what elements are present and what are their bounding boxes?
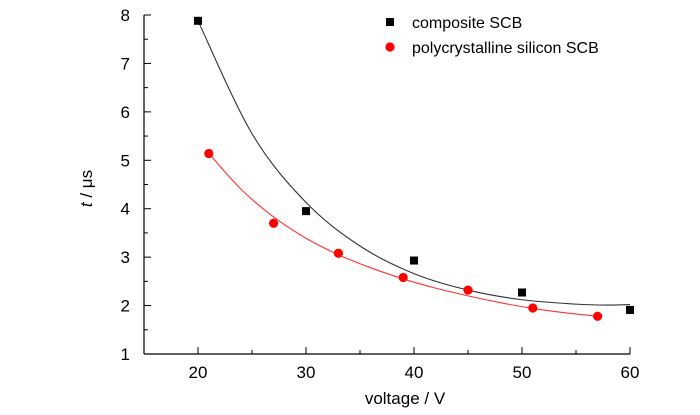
composite-data-point	[410, 256, 418, 265]
x-tick-label: 60	[621, 363, 640, 382]
x-tick-label: 20	[189, 363, 208, 382]
legend: composite SCB polycrystalline silicon SCB	[385, 15, 599, 57]
y-tick-label: 5	[121, 151, 130, 170]
composite-data-point	[302, 207, 310, 216]
y-tick-label: 1	[121, 345, 130, 364]
polysilicon-data-point	[333, 248, 343, 258]
composite-data-point	[626, 305, 634, 314]
composite-data-point	[518, 288, 526, 297]
legend-label-1: composite SCB	[412, 15, 522, 32]
fit-curves	[197, 20, 631, 317]
y-axis-title-unit: / μs	[77, 170, 96, 202]
polysilicon-data-point	[204, 148, 214, 159]
y-tick-label: 3	[121, 248, 130, 267]
y-tick-label: 8	[121, 6, 130, 25]
composite-data-point	[194, 16, 202, 25]
y-axis-title: t / μs	[77, 170, 96, 207]
polysilicon-data-point	[593, 311, 603, 321]
y-axis-title-symbol: t	[77, 201, 96, 207]
ticks: 1 2 3 4 5 6 7 8 20 30 40 50 60	[121, 6, 640, 382]
polysilicon-data-point	[269, 218, 279, 228]
y-tick-label: 2	[121, 297, 130, 316]
x-tick-label: 40	[405, 363, 424, 382]
fit-curve-1	[197, 20, 631, 306]
x-tick-label: 30	[297, 363, 316, 382]
data-points	[194, 16, 634, 321]
y-tick-label: 7	[121, 54, 130, 73]
x-tick-label: 50	[513, 363, 532, 382]
y-tick-label: 6	[121, 103, 130, 122]
y-tick-label: 4	[121, 200, 130, 219]
polysilicon-data-point	[528, 303, 538, 313]
legend-marker-1	[386, 18, 394, 26]
legend-marker-2	[385, 42, 395, 52]
x-axis-title: voltage / V	[365, 389, 446, 408]
fit-curve-2	[208, 153, 598, 317]
legend-label-2: polycrystalline silicon SCB	[412, 40, 599, 57]
polysilicon-data-point	[398, 272, 408, 283]
polysilicon-data-point	[463, 285, 473, 295]
